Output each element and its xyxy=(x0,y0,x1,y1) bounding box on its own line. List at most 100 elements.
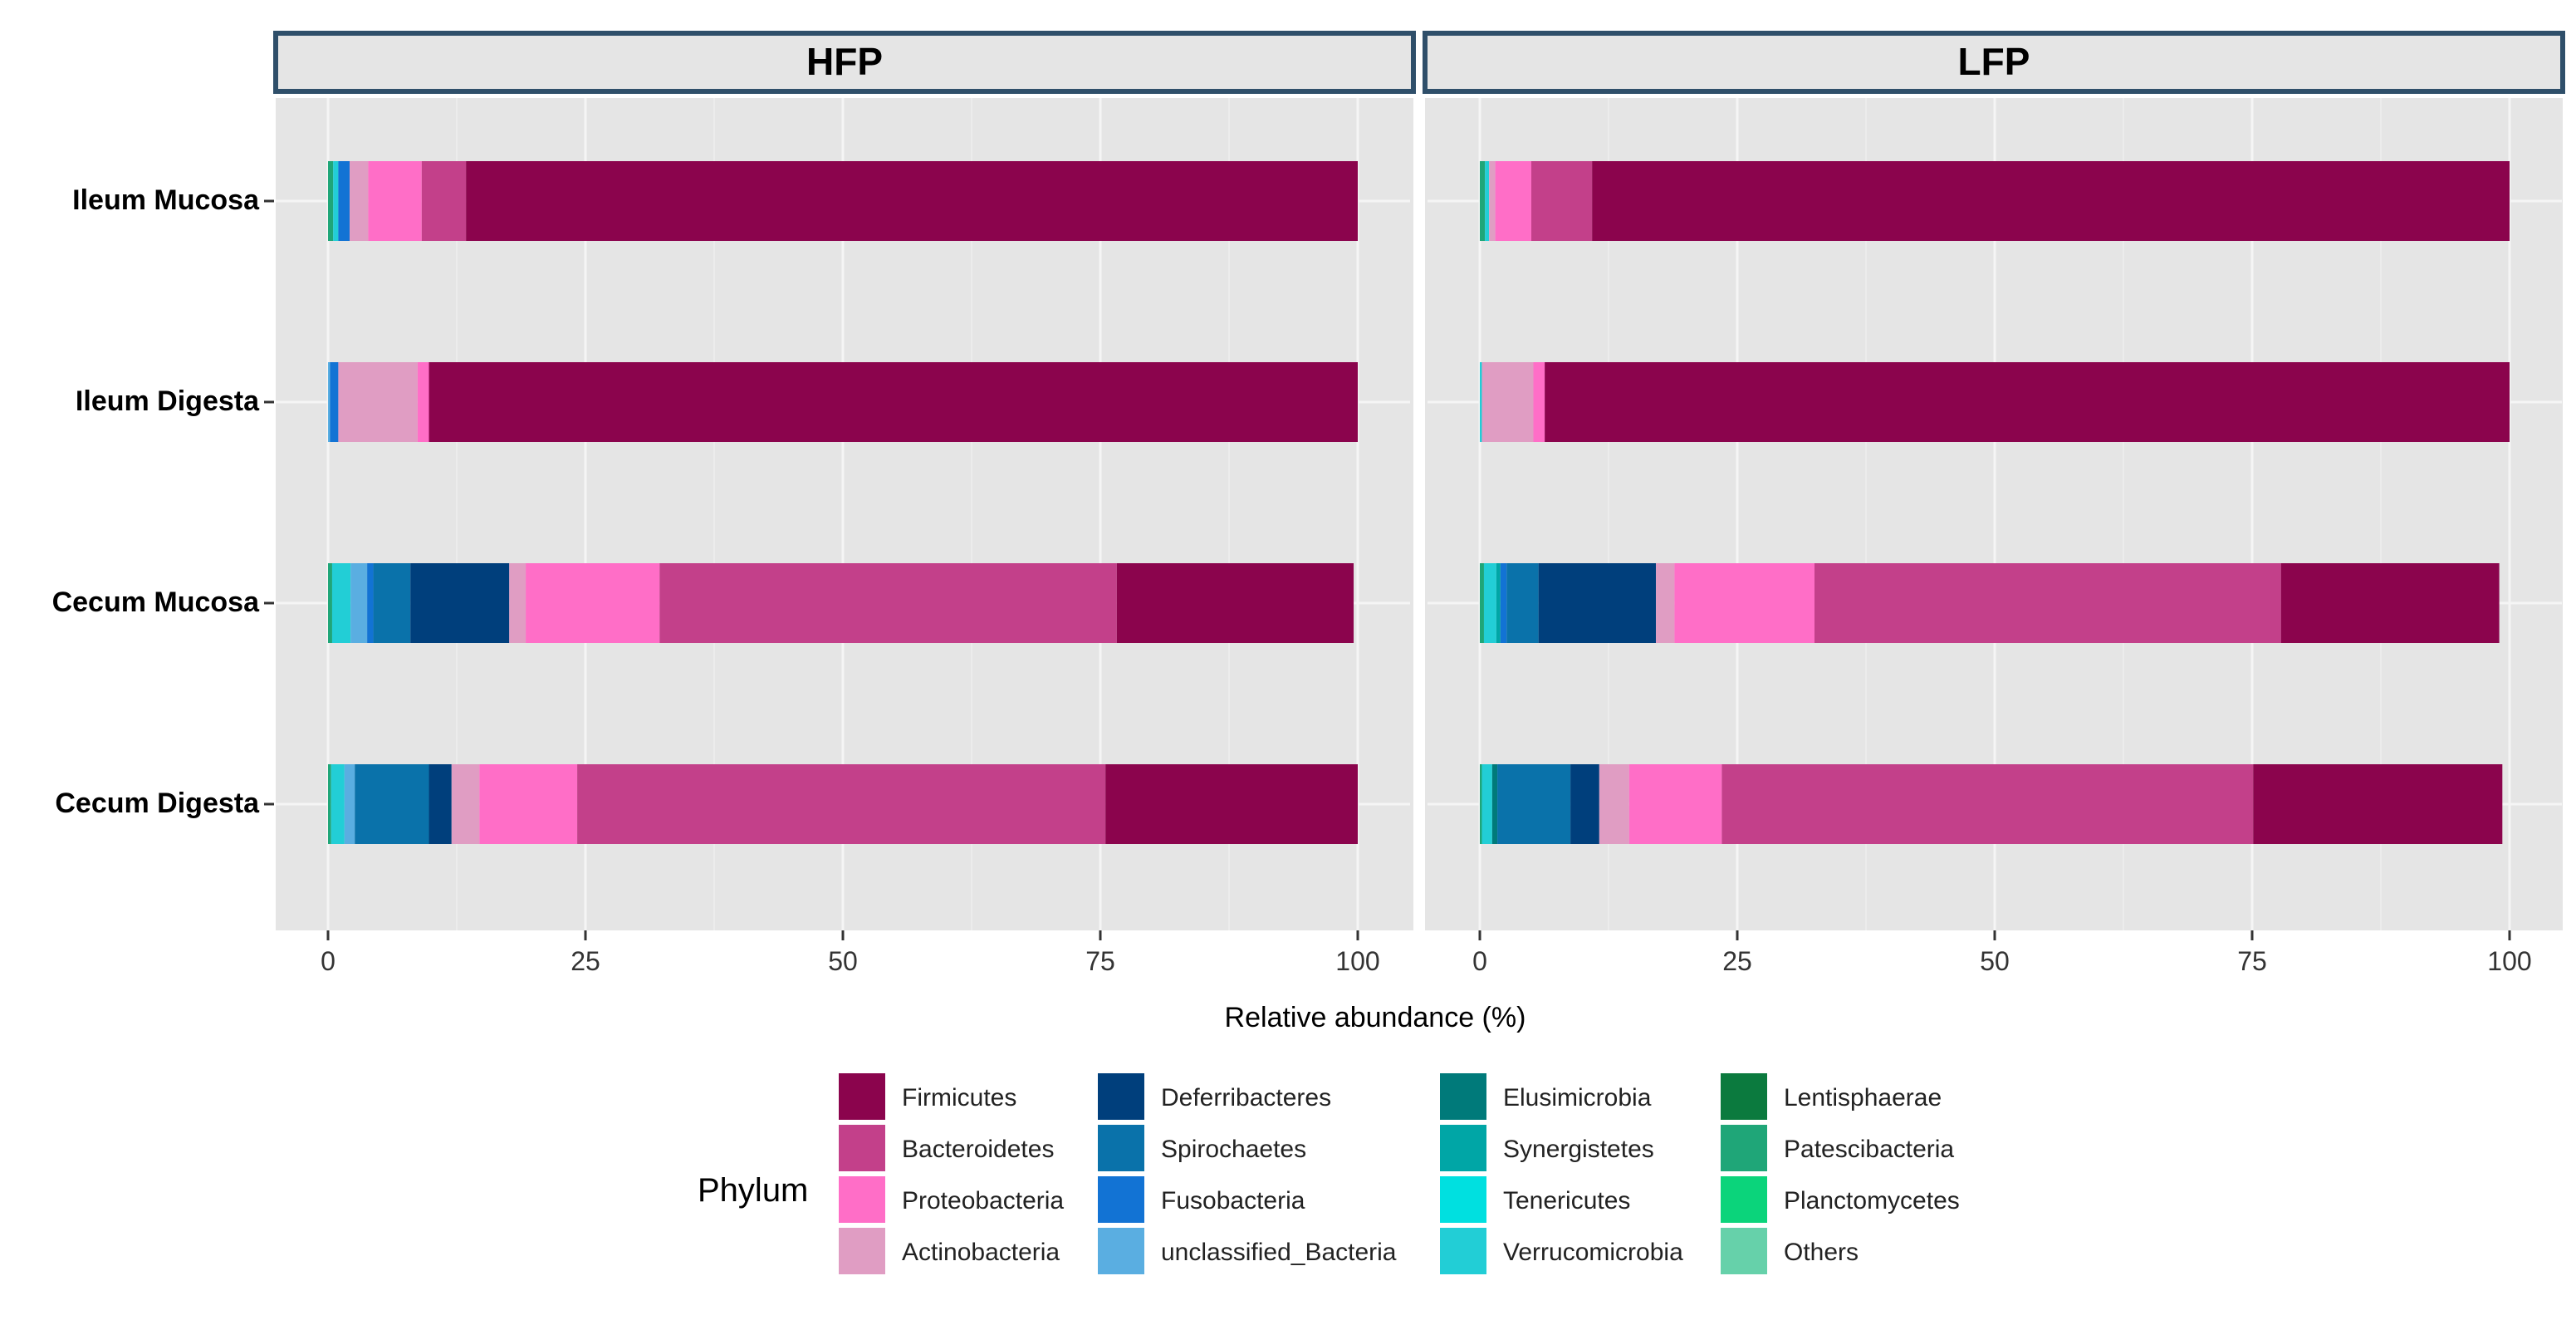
bar-hfp-ileum-mucosa-actinobacteria xyxy=(350,161,369,241)
bar-lfp-cecum-digesta-deferribacteres xyxy=(1570,764,1599,844)
bar-hfp-ileum-mucosa-proteobacteria xyxy=(368,161,422,241)
bar-lfp-cecum-mucosa-fusobacteria xyxy=(1500,563,1507,643)
legend-key-planctomycetes xyxy=(1721,1176,1767,1223)
legend-label-elusimicrobia: Elusimicrobia xyxy=(1503,1084,1652,1111)
bar-hfp-cecum-digesta-firmicutes xyxy=(1105,764,1358,844)
bar-lfp-cecum-mucosa-actinobacteria xyxy=(1656,563,1675,643)
bar-hfp-ileum-mucosa-patescibacteria xyxy=(328,161,334,241)
y-axis: Ileum Mucosa Ileum Digesta Cecum Mucosa … xyxy=(52,184,274,819)
bar-hfp-cecum-mucosa-actinobacteria xyxy=(509,563,526,643)
legend-key-tenericutes xyxy=(1440,1176,1486,1223)
bar-lfp-cecum-digesta-proteobacteria xyxy=(1628,764,1722,844)
facet-title-lfp: LFP xyxy=(1958,40,2030,83)
legend-key-actinobacteria xyxy=(839,1228,885,1274)
bars-hfp xyxy=(328,161,1359,844)
bar-hfp-cecum-mucosa-verrucomicrobia xyxy=(331,563,351,643)
bar-lfp-ileum-digesta-actinobacteria xyxy=(1481,362,1534,442)
category-label-cecum-mucosa: Cecum Mucosa xyxy=(52,586,260,618)
facet-title-hfp: HFP xyxy=(806,40,883,83)
category-label-cecum-digesta: Cecum Digesta xyxy=(55,788,260,819)
legend-label-fusobacteria: Fusobacteria xyxy=(1161,1187,1305,1214)
bar-hfp-ileum-mucosa-firmicutes xyxy=(466,161,1359,241)
tick-label: 50 xyxy=(828,946,858,976)
bar-lfp-cecum-digesta-bacteroidetes xyxy=(1721,764,2254,844)
tick-label: 25 xyxy=(571,946,600,976)
legend-label-bacteroidetes: Bacteroidetes xyxy=(902,1136,1054,1163)
bar-lfp-cecum-mucosa-verrucomicrobia xyxy=(1483,563,1496,643)
bar-lfp-ileum-digesta-proteobacteria xyxy=(1533,362,1545,442)
legend-key-patescibacteria xyxy=(1721,1125,1767,1171)
legend-label-verrucomicrobia: Verrucomicrobia xyxy=(1503,1239,1683,1266)
bar-hfp-ileum-digesta-fusobacteria xyxy=(330,362,339,442)
bar-hfp-ileum-digesta-actinobacteria xyxy=(338,362,418,442)
facet-hfp: HFP 0 25 50 75 100 xyxy=(273,31,1416,976)
tick-label: 100 xyxy=(1335,946,1379,976)
bar-lfp-cecum-digesta-elusimicrobia xyxy=(1491,764,1498,844)
bar-hfp-cecum-digesta-deferribacteres xyxy=(429,764,452,844)
bar-hfp-cecum-mucosa-fusobacteria xyxy=(367,563,374,643)
bar-hfp-cecum-digesta-verrucomicrobia xyxy=(331,764,345,844)
bar-lfp-ileum-mucosa-proteobacteria xyxy=(1495,161,1531,241)
legend-key-verrucomicrobia xyxy=(1440,1228,1486,1274)
bar-hfp-cecum-digesta-spirochaetes xyxy=(355,764,429,844)
bar-lfp-ileum-mucosa-verrucomicrobia xyxy=(1485,161,1490,241)
bar-lfp-cecum-digesta-verrucomicrobia xyxy=(1481,764,1492,844)
bar-lfp-cecum-mucosa-patescibacteria xyxy=(1480,563,1484,643)
legend-key-others xyxy=(1721,1228,1767,1274)
legend-label-tenericutes: Tenericutes xyxy=(1503,1187,1630,1214)
bar-hfp-cecum-mucosa-spirochaetes xyxy=(373,563,411,643)
legend-label-planctomycetes: Planctomycetes xyxy=(1784,1187,1960,1214)
bars-lfp xyxy=(1480,161,2510,844)
legend-key-proteobacteria xyxy=(839,1176,885,1223)
category-label-ileum-mucosa: Ileum Mucosa xyxy=(72,184,260,216)
bar-lfp-cecum-mucosa-spirochaetes xyxy=(1506,563,1539,643)
bar-lfp-cecum-mucosa-proteobacteria xyxy=(1674,563,1814,643)
bar-hfp-cecum-mucosa-patescibacteria xyxy=(328,563,332,643)
legend-label-synergistetes: Synergistetes xyxy=(1503,1136,1654,1163)
legend-label-proteobacteria: Proteobacteria xyxy=(902,1187,1064,1214)
bar-hfp-cecum-mucosa-bacteroidetes xyxy=(659,563,1117,643)
legend-key-fusobacteria xyxy=(1098,1176,1144,1223)
bar-lfp-cecum-digesta-firmicutes xyxy=(2253,764,2503,844)
legend-key-unclassified-bacteria xyxy=(1098,1228,1144,1274)
bar-lfp-cecum-mucosa-deferribacteres xyxy=(1538,563,1657,643)
bar-lfp-cecum-digesta-actinobacteria xyxy=(1599,764,1629,844)
bar-lfp-cecum-digesta-patescibacteria xyxy=(1480,764,1482,844)
x-axis-title: Relative abundance (%) xyxy=(1225,1002,1526,1033)
bar-hfp-cecum-digesta-actinobacteria xyxy=(451,764,480,844)
legend-key-synergistetes xyxy=(1440,1125,1486,1171)
x-axis-ticks-lfp: 0 25 50 75 100 xyxy=(1472,946,2532,976)
legend-label-others: Others xyxy=(1784,1239,1859,1266)
bar-lfp-ileum-mucosa-patescibacteria xyxy=(1480,161,1486,241)
category-label-ileum-digesta: Ileum Digesta xyxy=(76,385,260,417)
bar-lfp-ileum-mucosa-actinobacteria xyxy=(1489,161,1496,241)
bar-hfp-cecum-digesta-unclassified-bacteria xyxy=(344,764,355,844)
bar-lfp-ileum-mucosa-bacteroidetes xyxy=(1531,161,1593,241)
legend-key-lentisphaerae xyxy=(1721,1073,1767,1120)
tick-label: 75 xyxy=(2237,946,2267,976)
tick-label: 0 xyxy=(321,946,335,976)
tick-label: 25 xyxy=(1722,946,1752,976)
bar-hfp-cecum-mucosa-unclassified-bacteria xyxy=(350,563,368,643)
bar-hfp-ileum-mucosa-bacteroidetes xyxy=(421,161,467,241)
bar-hfp-ileum-digesta-proteobacteria xyxy=(417,362,429,442)
tick-label: 75 xyxy=(1085,946,1115,976)
legend-label-firmicutes: Firmicutes xyxy=(902,1084,1016,1111)
legend-label-actinobacteria: Actinobacteria xyxy=(902,1239,1060,1266)
bar-lfp-cecum-mucosa-synergistetes xyxy=(1496,563,1501,643)
bar-lfp-ileum-mucosa-firmicutes xyxy=(1592,161,2510,241)
x-axis-ticks-hfp: 0 25 50 75 100 xyxy=(321,946,1380,976)
bar-hfp-cecum-digesta-bacteroidetes xyxy=(577,764,1106,844)
facet-strip-hfp xyxy=(273,31,1416,94)
tick-label: 0 xyxy=(1472,946,1487,976)
bar-hfp-ileum-digesta-unclassified-bacteria xyxy=(328,362,331,442)
legend-key-spirochaetes xyxy=(1098,1125,1144,1171)
facet-strip-lfp xyxy=(1423,31,2565,94)
bar-lfp-cecum-mucosa-firmicutes xyxy=(2280,563,2500,643)
bar-hfp-cecum-mucosa-proteobacteria xyxy=(526,563,660,643)
bar-hfp-ileum-digesta-firmicutes xyxy=(429,362,1358,442)
bar-hfp-cecum-mucosa-deferribacteres xyxy=(410,563,510,643)
legend-key-firmicutes xyxy=(839,1073,885,1120)
bar-hfp-cecum-digesta-proteobacteria xyxy=(479,764,578,844)
